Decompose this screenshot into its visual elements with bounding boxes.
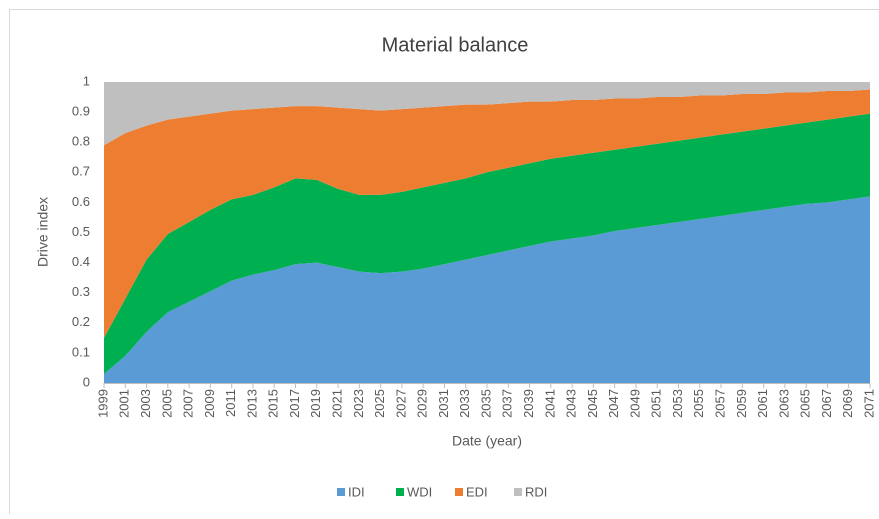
x-tick-label: 2013 <box>244 389 259 418</box>
legend-swatch <box>337 488 345 496</box>
x-tick-label: 2061 <box>755 389 770 418</box>
x-tick-label: 2057 <box>712 389 727 418</box>
x-tick-label: 2029 <box>415 389 430 418</box>
x-tick-label: 2055 <box>691 389 706 418</box>
legend-swatch <box>396 488 404 496</box>
x-tick-label: 2041 <box>542 389 557 418</box>
x-tick-label: 2039 <box>521 389 536 418</box>
x-tick-label: 2037 <box>500 389 515 418</box>
y-tick-label: 0 <box>83 374 90 389</box>
plot-area <box>104 82 870 383</box>
x-tick-label: 2015 <box>266 389 281 418</box>
legend-swatch <box>455 488 463 496</box>
y-tick-label: 0.2 <box>72 314 90 329</box>
x-tick-label: 2019 <box>308 389 323 418</box>
x-tick-label: 2035 <box>478 389 493 418</box>
x-tick-label: 2011 <box>223 389 238 417</box>
x-tick-label: 2021 <box>329 389 344 418</box>
x-tick-label: 2069 <box>840 389 855 418</box>
x-tick-label: 2067 <box>819 389 834 418</box>
y-tick-label: 0.6 <box>72 194 90 209</box>
y-tick-label: 0.3 <box>72 284 90 299</box>
legend-swatch <box>514 488 522 496</box>
legend-label: IDI <box>348 484 365 499</box>
x-tick-label: 2017 <box>287 389 302 418</box>
x-tick-label: 2025 <box>372 389 387 418</box>
x-tick-label: 2045 <box>585 389 600 418</box>
x-tick-label: 2027 <box>393 389 408 418</box>
x-tick-label: 2043 <box>564 389 579 418</box>
chart-title: Material balance <box>382 34 529 56</box>
x-tick-label: 2071 <box>861 389 876 418</box>
y-tick-label: 0.4 <box>72 254 90 269</box>
x-tick-label: 2051 <box>649 389 664 418</box>
x-tick-label: 2005 <box>159 389 174 418</box>
y-tick-label: 0.9 <box>72 104 90 119</box>
y-tick-label: 0.8 <box>72 134 90 149</box>
x-tick-label: 2003 <box>138 389 153 418</box>
x-axis-title: Date (year) <box>452 433 522 449</box>
x-tick-label: 2065 <box>798 389 813 418</box>
x-tick-label: 1999 <box>95 389 110 418</box>
x-tick-label: 2007 <box>181 389 196 418</box>
x-tick-label: 2047 <box>606 389 621 418</box>
x-tick-label: 2033 <box>457 389 472 418</box>
x-tick-label: 2001 <box>117 389 132 418</box>
x-tick-label: 2031 <box>436 389 451 418</box>
legend-label: WDI <box>407 484 432 499</box>
x-tick-label: 2063 <box>776 389 791 418</box>
x-tick-label: 2059 <box>734 389 749 418</box>
y-axis-title: Drive index <box>35 197 51 267</box>
y-tick-label: 1 <box>83 73 90 88</box>
y-tick-label: 0.1 <box>72 344 90 359</box>
legend-label: RDI <box>525 484 547 499</box>
x-tick-label: 2009 <box>202 389 217 418</box>
x-tick-label: 2023 <box>351 389 366 418</box>
x-tick-label: 2053 <box>670 389 685 418</box>
y-tick-label: 0.5 <box>72 224 90 239</box>
y-tick-label: 0.7 <box>72 164 90 179</box>
legend-label: EDI <box>466 484 488 499</box>
x-tick-label: 2049 <box>627 389 642 418</box>
